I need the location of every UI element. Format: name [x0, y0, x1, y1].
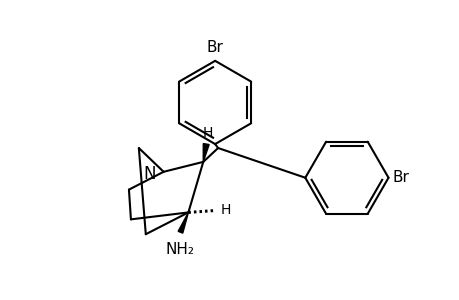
Text: H: H	[221, 203, 231, 218]
Text: NH₂: NH₂	[166, 242, 195, 257]
Text: Br: Br	[206, 40, 223, 55]
Polygon shape	[203, 144, 209, 162]
Polygon shape	[178, 212, 188, 233]
Text: Br: Br	[392, 170, 409, 185]
Text: H: H	[202, 126, 213, 140]
Text: N: N	[143, 165, 156, 183]
